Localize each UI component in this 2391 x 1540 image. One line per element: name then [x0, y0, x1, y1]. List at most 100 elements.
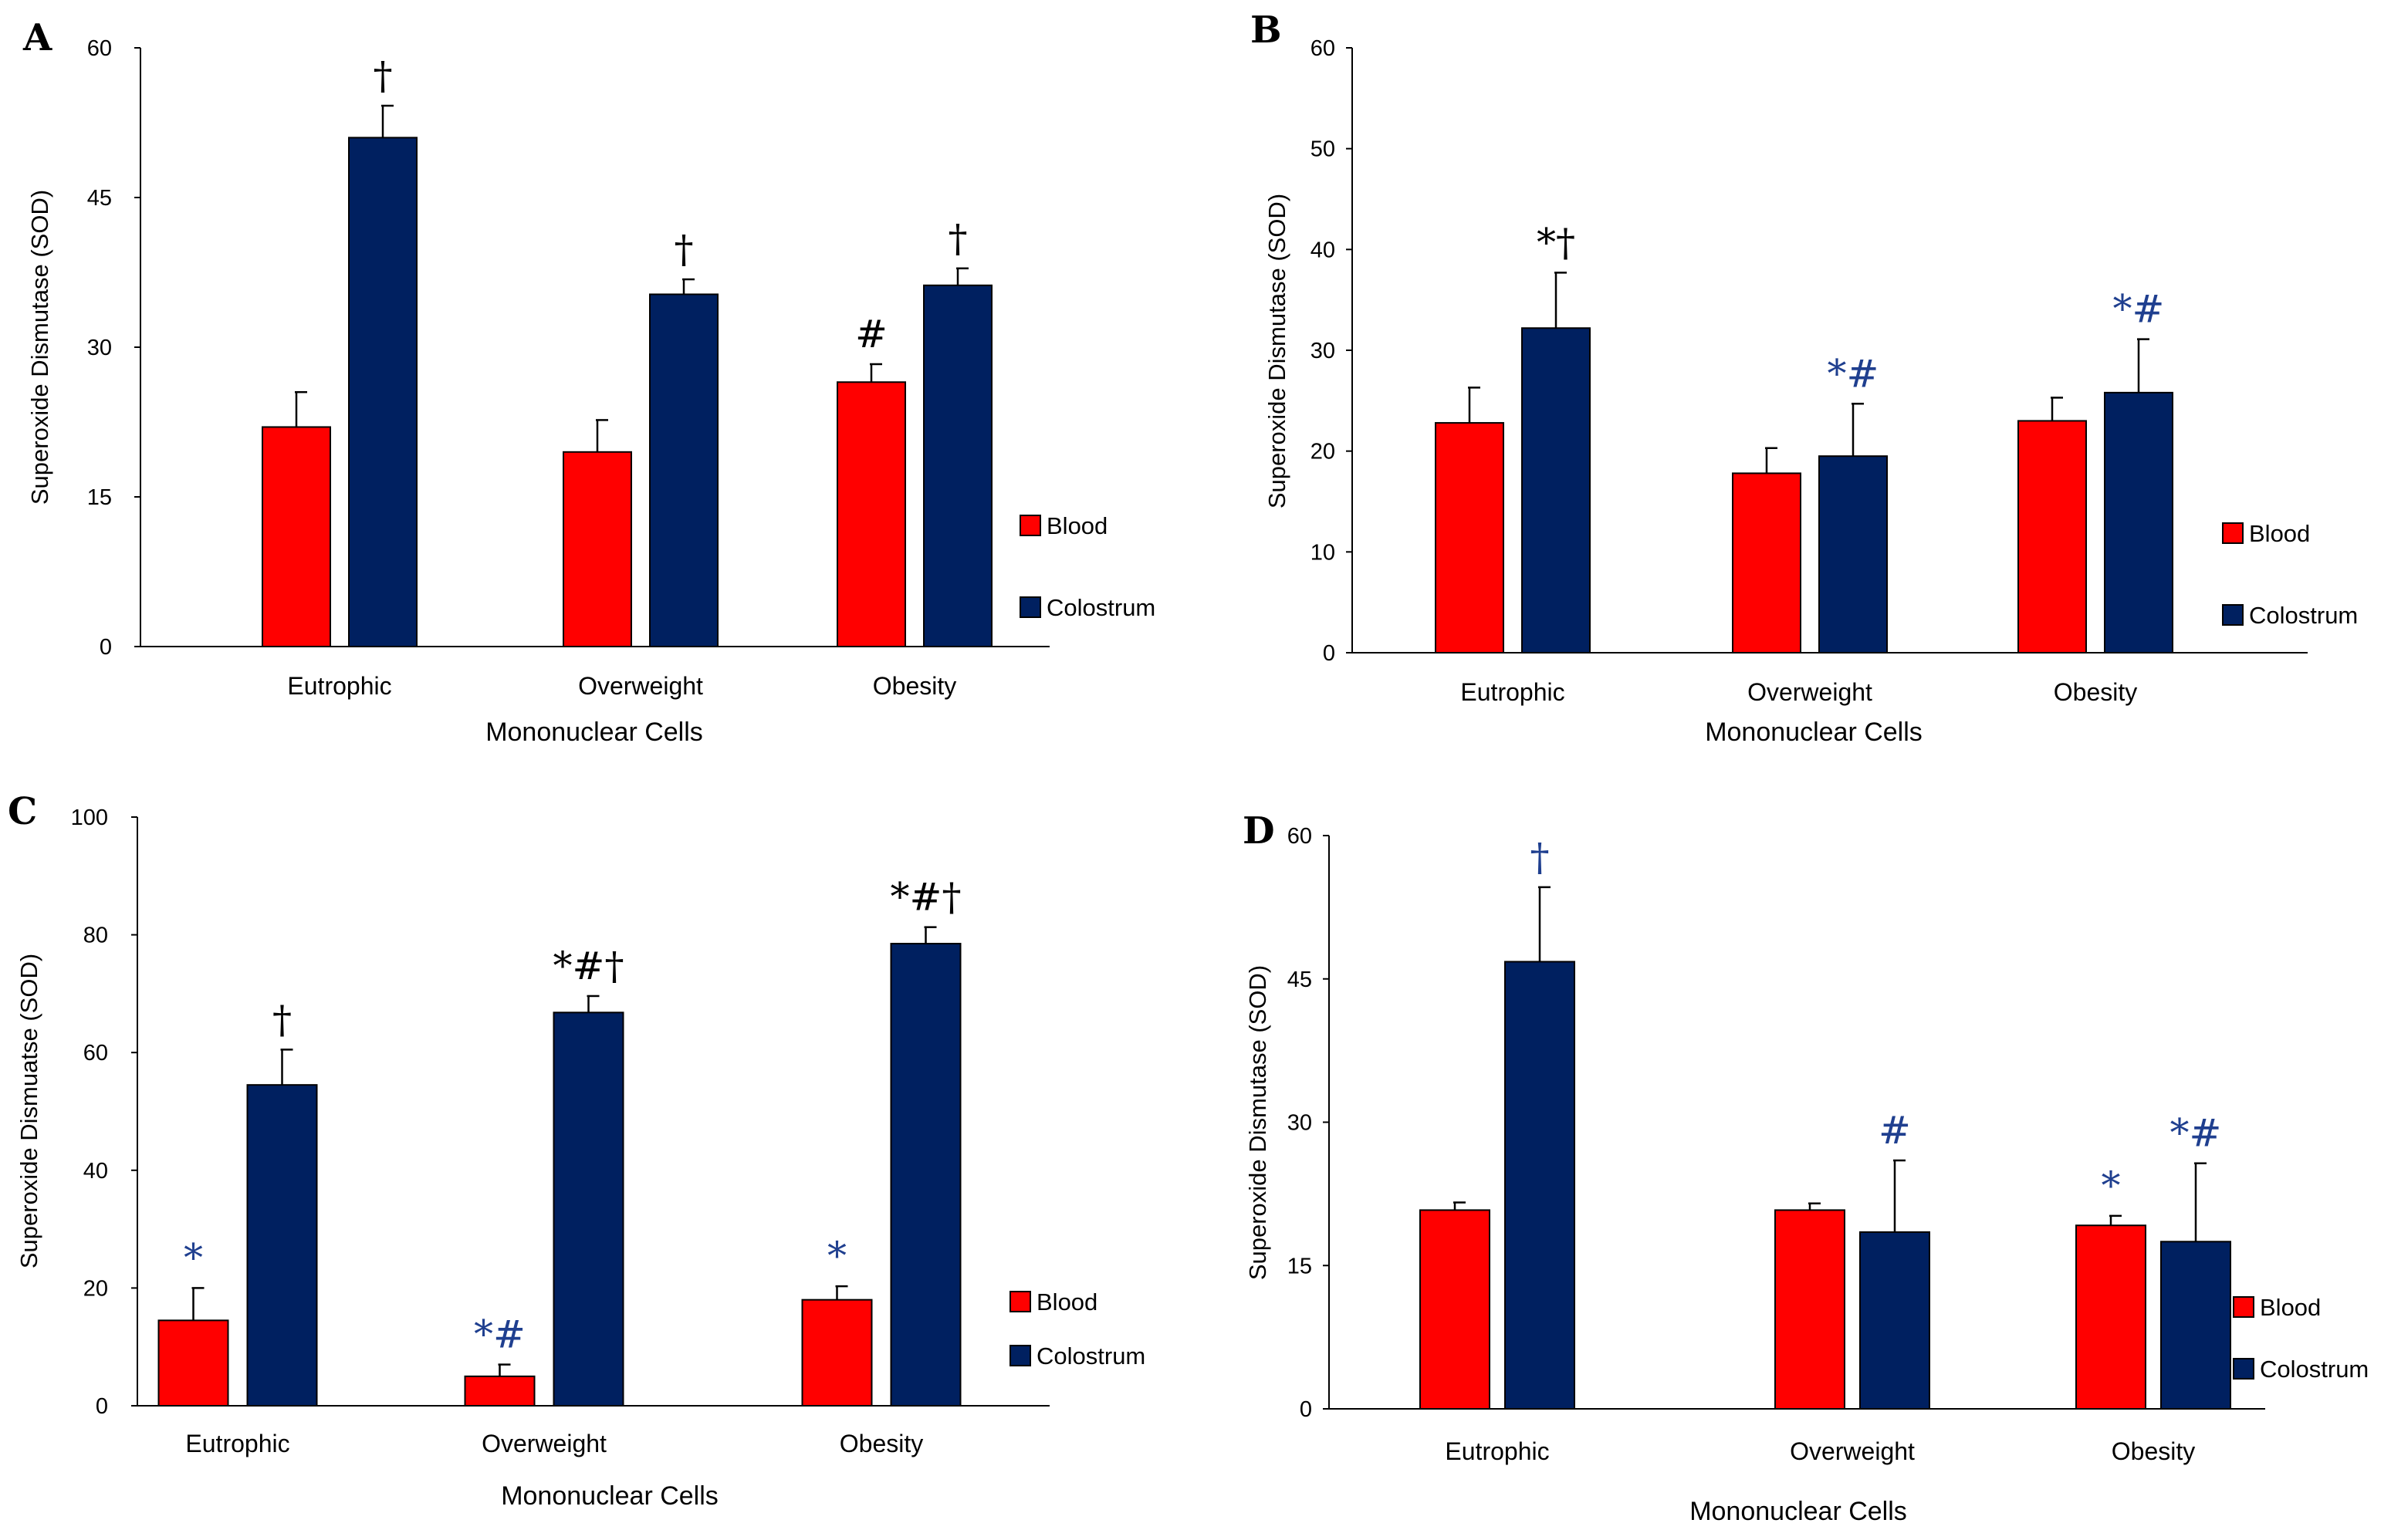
- bar-blood-obesity: [2017, 420, 2087, 653]
- bar-blood-eutrophic: [157, 1319, 229, 1407]
- significance-marker: †: [1530, 835, 1550, 880]
- y-axis-title: Superoxide Dismutase (SOD): [1244, 965, 1271, 1280]
- y-axis-title: Superoxide Dismutase (SOD): [1263, 194, 1290, 508]
- significance-marker: *#: [474, 1312, 526, 1357]
- significance-marker: *: [184, 1235, 203, 1280]
- x-axis-title: Mononuclear Cells: [485, 718, 703, 747]
- x-tick-label: Eutrophic: [1460, 678, 1564, 706]
- panel-b: B 0 10 20 30 40 50 60 *† Eutrophic *# Overweight *# O…: [1250, 8, 2358, 747]
- y-tick-label: 20: [83, 1276, 108, 1301]
- significance-marker: *†: [1537, 220, 1575, 265]
- bar-colostrum-overweight: [649, 293, 719, 647]
- y-tick-label: 0: [1300, 1397, 1312, 1422]
- y-tick-label: 100: [71, 805, 108, 830]
- legend-label-colostrum: Colostrum: [1047, 594, 1155, 621]
- legend-swatch-colostrum: [2222, 604, 2244, 626]
- bar-colostrum-overweight: [553, 1011, 624, 1407]
- y-tick-label: 60: [87, 36, 112, 61]
- legend-label-blood: Blood: [2260, 1294, 2321, 1321]
- bar-colostrum-overweight: [1818, 455, 1888, 654]
- y-tick-label: 30: [1287, 1111, 1312, 1136]
- legend-swatch-blood: [2233, 1296, 2254, 1318]
- y-tick-label: 40: [1310, 238, 1335, 262]
- bar-blood-obesity: [837, 381, 906, 647]
- y-tick-label: 20: [1310, 440, 1335, 464]
- bar-blood-eutrophic: [262, 426, 331, 647]
- x-tick-label: Eutrophic: [287, 672, 391, 700]
- bar-colostrum-eutrophic: [348, 137, 418, 647]
- legend-label-blood: Blood: [1037, 1288, 1097, 1315]
- panel-letter: D: [1243, 809, 1275, 853]
- bar-blood-overweight: [464, 1375, 536, 1407]
- y-tick-label: 0: [100, 635, 112, 660]
- bar-colostrum-obesity: [890, 943, 962, 1407]
- y-tick-label: 60: [1310, 36, 1335, 61]
- bar-blood-obesity: [801, 1299, 873, 1407]
- panel-d: D 0 15 30 45 60 † Eutrophic # Overweight * *# Obesit…: [1243, 809, 2369, 1526]
- bar-colostrum-eutrophic: [1521, 327, 1591, 653]
- x-axis-title: Mononuclear Cells: [501, 1481, 719, 1511]
- bar-blood-overweight: [563, 451, 632, 647]
- y-tick-label: 45: [87, 186, 112, 211]
- x-tick-label: Overweight: [1747, 678, 1872, 706]
- y-tick-label: 15: [87, 485, 112, 510]
- panel-c: C 0 20 40 60 80 100 * † Eutrophic *# *#† Overweight *…: [8, 790, 1145, 1511]
- y-tick-label: 30: [87, 336, 112, 360]
- y-tick-label: 15: [1287, 1254, 1312, 1278]
- x-tick-label: Eutrophic: [185, 1430, 289, 1457]
- significance-marker: *#: [1828, 351, 1879, 396]
- legend-label-blood: Blood: [1047, 512, 1108, 539]
- legend-swatch-blood: [2222, 522, 2244, 544]
- x-tick-label: Obesity: [2054, 678, 2137, 706]
- panel-a: A 0 15 30 45 60 † Eutrophic † Overweight # † Obesity…: [22, 16, 1155, 747]
- x-tick-label: Overweight: [578, 672, 703, 700]
- significance-marker: #: [1879, 1108, 1911, 1153]
- y-tick-label: 60: [1287, 824, 1312, 849]
- x-tick-label: Obesity: [873, 672, 956, 700]
- legend-label-blood: Blood: [2249, 520, 2310, 547]
- panel-letter: A: [22, 16, 52, 59]
- panel-letter: C: [8, 790, 37, 833]
- bar-colostrum-overweight: [1859, 1231, 1930, 1410]
- x-axis-title: Mononuclear Cells: [1689, 1497, 1907, 1526]
- bar-colostrum-obesity: [2104, 391, 2173, 653]
- significance-marker: *#: [2113, 287, 2165, 332]
- y-axis-title: Superoxide Dismuatse (SOD): [15, 954, 42, 1268]
- bar-blood-overweight: [1732, 472, 1801, 653]
- x-tick-label: Eutrophic: [1445, 1437, 1549, 1465]
- bar-colostrum-eutrophic: [246, 1084, 318, 1407]
- y-tick-label: 10: [1310, 540, 1335, 565]
- bar-blood-eutrophic: [1419, 1209, 1490, 1410]
- x-axis-title: Mononuclear Cells: [1705, 718, 1923, 747]
- y-tick-label: 80: [83, 924, 108, 948]
- significance-marker: *: [2102, 1163, 2121, 1208]
- bar-blood-eutrophic: [1435, 422, 1504, 654]
- significance-marker: *: [827, 1234, 847, 1278]
- legend-label-colostrum: Colostrum: [2249, 602, 2358, 629]
- y-tick-label: 0: [96, 1394, 108, 1419]
- legend-swatch-blood: [1020, 515, 1041, 536]
- y-tick-label: 0: [1323, 641, 1335, 666]
- significance-marker: *#†: [891, 875, 962, 920]
- bar-colostrum-eutrophic: [1504, 961, 1575, 1410]
- y-axis-title: Superoxide Dismutase (SOD): [26, 190, 53, 505]
- x-tick-label: Obesity: [2112, 1437, 2195, 1465]
- panel-letter: B: [1250, 8, 1282, 52]
- bar-blood-overweight: [1774, 1209, 1845, 1410]
- x-tick-label: Obesity: [840, 1430, 923, 1457]
- significance-marker: #: [855, 312, 888, 356]
- significance-marker: †: [272, 997, 292, 1042]
- bar-colostrum-obesity: [2160, 1241, 2231, 1410]
- bar-blood-obesity: [2075, 1224, 2146, 1410]
- significance-marker: †: [374, 53, 393, 98]
- y-tick-label: 50: [1310, 137, 1335, 162]
- x-tick-label: Overweight: [482, 1430, 607, 1457]
- significance-marker: †: [675, 227, 694, 272]
- legend-label-colostrum: Colostrum: [2260, 1356, 2369, 1383]
- legend-swatch-colostrum: [1020, 596, 1041, 618]
- legend-swatch-colostrum: [2233, 1358, 2254, 1380]
- legend-swatch-blood: [1009, 1291, 1031, 1312]
- bar-colostrum-obesity: [923, 284, 993, 647]
- x-tick-label: Overweight: [1790, 1437, 1915, 1465]
